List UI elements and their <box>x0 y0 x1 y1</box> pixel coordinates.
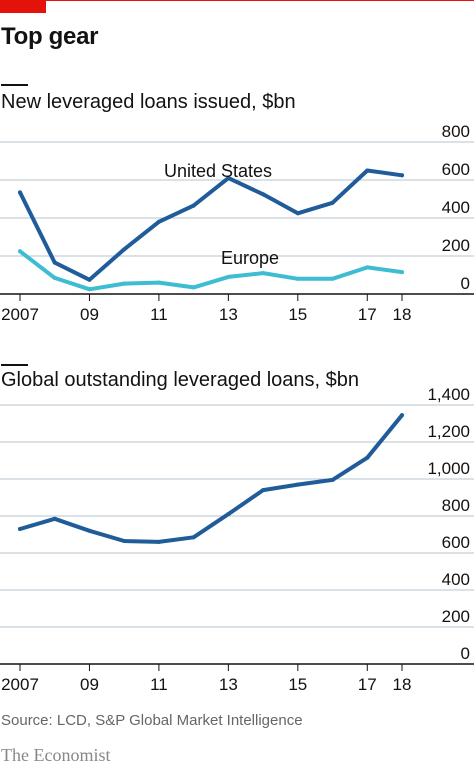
y-tick-label: 600 <box>442 533 470 552</box>
y-tick-label: 400 <box>442 198 470 217</box>
data-point <box>52 260 57 265</box>
data-point <box>18 249 22 254</box>
data-point <box>52 275 57 280</box>
series-label: United States <box>164 161 272 181</box>
data-point <box>156 219 161 224</box>
x-tick-label: 17 <box>358 675 377 694</box>
x-tick-label: 09 <box>80 675 99 694</box>
data-point <box>18 526 22 531</box>
data-point <box>365 265 370 270</box>
data-point <box>87 277 92 282</box>
x-tick-label: 15 <box>288 305 307 324</box>
data-point <box>261 192 266 197</box>
source-note: Source: LCD, S&P Global Market Intellige… <box>1 712 303 729</box>
x-tick-label: 2007 <box>1 675 39 694</box>
chart1-title-rule <box>1 84 28 86</box>
data-point <box>122 247 127 252</box>
data-point <box>87 528 92 533</box>
economist-logo: The Economist <box>1 745 111 765</box>
x-tick-label: 13 <box>219 305 238 324</box>
chart-new-loans: 0 200 400 600 800 2007 09 11 13 15 17 18 United Stat… <box>0 122 474 324</box>
series-line-global <box>18 413 404 544</box>
data-point <box>365 455 370 460</box>
chart2-title-rule <box>1 364 28 366</box>
brand-red-tag <box>0 0 46 13</box>
series-label: Europe <box>221 248 279 268</box>
data-point <box>52 516 57 521</box>
x-tick-label: 2007 <box>1 305 39 324</box>
data-point <box>261 271 266 276</box>
y-tick-label: 800 <box>442 122 470 141</box>
chart-global-loans: 0 200 400 600 800 1,000 1,200 1,400 2007 09 11 13 15… <box>0 385 474 694</box>
data-point <box>330 200 335 205</box>
top-rule <box>46 0 474 1</box>
data-point <box>261 488 266 493</box>
y-tick-label: 200 <box>442 607 470 626</box>
data-point <box>295 276 300 281</box>
x-tick-label: 09 <box>80 305 99 324</box>
x-tick-label: 15 <box>288 675 307 694</box>
data-point <box>156 280 161 285</box>
series-line-europe <box>18 249 404 292</box>
y-tick-label: 1,400 <box>427 385 470 404</box>
data-point <box>191 203 196 208</box>
data-point <box>122 281 127 286</box>
y-tick-label: 800 <box>442 496 470 515</box>
data-point <box>365 168 370 173</box>
data-point <box>400 270 404 275</box>
data-point <box>226 274 231 279</box>
data-point <box>156 539 161 544</box>
series-line-united-states <box>18 168 404 282</box>
page-title: Top gear <box>1 23 99 50</box>
y-tick-label: 0 <box>461 274 470 293</box>
chart1-title: New leveraged loans issued, $bn <box>1 91 296 113</box>
data-point <box>87 287 92 292</box>
data-point <box>226 512 231 517</box>
y-tick-label: 1,000 <box>427 459 470 478</box>
x-tick-label: 18 <box>393 675 412 694</box>
data-point <box>295 482 300 487</box>
data-point <box>226 176 231 181</box>
data-point <box>295 211 300 216</box>
chart2-title: Global outstanding leveraged loans, $bn <box>1 369 360 391</box>
y-tick-label: 600 <box>442 160 470 179</box>
data-point <box>330 276 335 281</box>
x-tick-label: 11 <box>150 675 168 694</box>
x-tick-label: 13 <box>219 675 238 694</box>
x-tick-label: 11 <box>150 305 168 324</box>
data-point <box>330 477 335 482</box>
data-point <box>400 173 404 178</box>
data-point <box>18 190 22 195</box>
y-tick-label: 400 <box>442 570 470 589</box>
data-point <box>191 285 196 290</box>
y-tick-label: 1,200 <box>427 422 470 441</box>
y-tick-label: 0 <box>461 644 470 663</box>
y-tick-label: 200 <box>442 236 470 255</box>
data-point <box>191 535 196 540</box>
x-tick-label: 17 <box>358 305 377 324</box>
x-tick-label: 18 <box>393 305 412 324</box>
data-point <box>122 538 127 543</box>
data-point <box>400 413 404 418</box>
